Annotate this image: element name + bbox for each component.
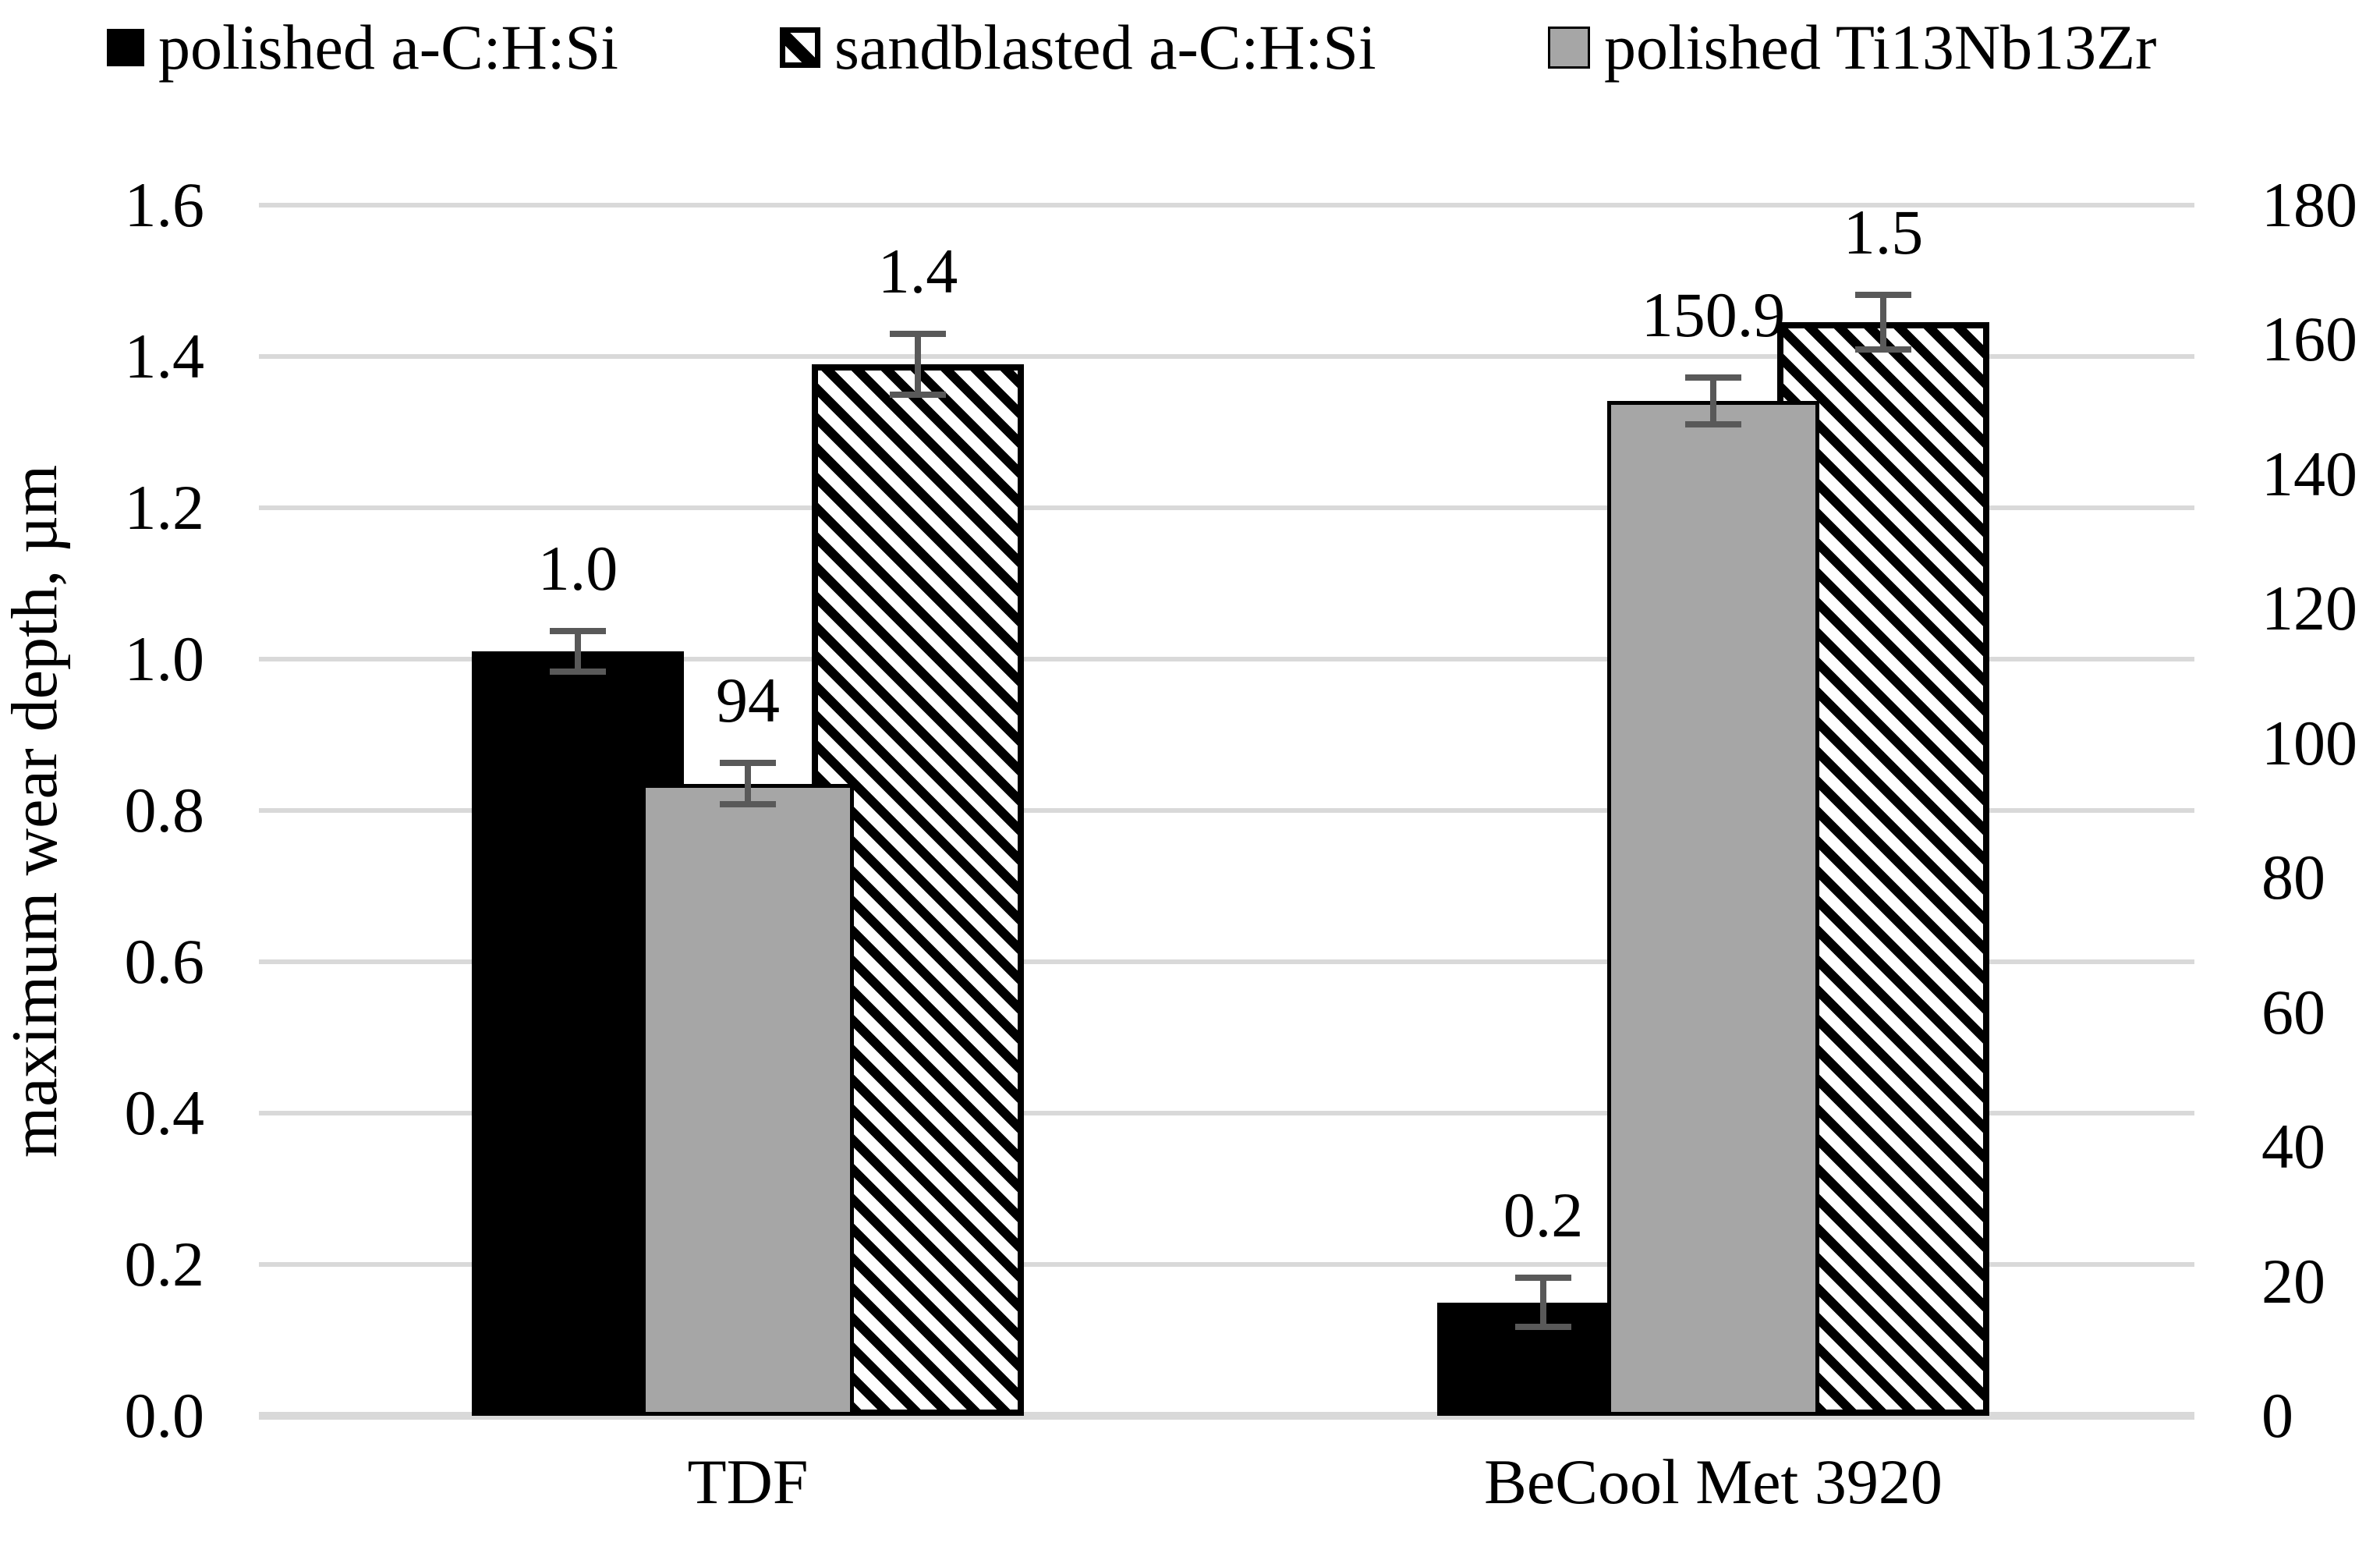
gridline — [259, 1262, 2194, 1267]
error-bar-cap-top — [550, 628, 606, 635]
bar-data-label: 1.5 — [1843, 197, 1924, 268]
right-axis-tick-label: 180 — [2261, 169, 2357, 240]
right-axis-tick-label: 140 — [2261, 438, 2357, 509]
gridline — [259, 203, 2194, 207]
right-axis-tick-label: 160 — [2261, 303, 2357, 375]
legend-item-sandblasted-achsi: sandblasted a-C:H:Si — [780, 12, 1376, 83]
error-bar-line — [745, 762, 751, 805]
legend-swatch-hatched-icon — [780, 27, 820, 68]
legend-item-polished-ti13nb13zr: polished Ti13Nb13Zr — [1548, 12, 2157, 83]
right-axis-tick-label: 60 — [2261, 976, 2325, 1048]
gridline — [259, 959, 2194, 964]
x-axis-line — [259, 1412, 2194, 1420]
bar-data-label: 1.4 — [877, 235, 958, 307]
legend-item-polished-achsi: polished a-C:H:Si — [107, 12, 618, 83]
gridline — [259, 657, 2194, 661]
left-axis-tick-label: 0.6 — [124, 926, 205, 997]
legend-label: polished Ti13Nb13Zr — [1604, 12, 2157, 83]
category-label-tdf: TDF — [687, 1446, 809, 1517]
error-bar-cap-bottom — [1855, 346, 1911, 353]
right-axis-tick-label: 120 — [2261, 573, 2357, 644]
gridline — [259, 1111, 2194, 1115]
error-bar-cap-top — [890, 330, 946, 337]
legend-swatch-gray-icon — [1548, 27, 1590, 69]
bar-gray-becool — [1607, 400, 1819, 1416]
bar-data-label: 150.9 — [1641, 278, 1786, 350]
error-bar-cap-top — [1685, 374, 1741, 381]
error-bar-cap-top — [1855, 292, 1911, 299]
error-bar-cap-bottom — [720, 801, 776, 808]
left-axis-tick-label: 1.6 — [124, 169, 205, 240]
right-axis-tick-label: 80 — [2261, 842, 2325, 913]
gridline — [259, 354, 2194, 359]
left-axis-tick-label: 0.4 — [124, 1077, 205, 1148]
error-bar-line — [915, 333, 921, 395]
legend-label: sandblasted a-C:H:Si — [834, 12, 1376, 83]
error-bar-cap-top — [720, 759, 776, 766]
left-axis-tick-label: 0.8 — [124, 775, 205, 846]
error-bar-cap-bottom — [550, 669, 606, 676]
error-bar-cap-bottom — [890, 391, 946, 398]
error-bar-line — [1710, 377, 1716, 425]
legend-swatch-black-icon — [107, 29, 144, 66]
error-bar-cap-bottom — [1515, 1323, 1571, 1330]
error-bar-line — [1540, 1278, 1546, 1327]
left-axis-tick-label: 1.0 — [124, 623, 205, 694]
gridline — [259, 505, 2194, 510]
bar-data-label: 0.2 — [1503, 1179, 1584, 1251]
left-axis-tick-label: 0.2 — [124, 1229, 205, 1300]
legend-label: polished a-C:H:Si — [158, 12, 618, 83]
gridline — [259, 808, 2194, 813]
left-axis-tick-label: 1.4 — [124, 321, 205, 392]
right-axis-tick-label: 20 — [2261, 1245, 2325, 1317]
right-axis-tick-label: 40 — [2261, 1111, 2325, 1183]
right-axis-tick-label: 0 — [2261, 1380, 2293, 1451]
bar-data-label: 1.0 — [537, 533, 618, 605]
right-axis-tick-label: 100 — [2261, 707, 2357, 778]
error-bar-cap-top — [1515, 1275, 1571, 1282]
left-axis-tick-label: 1.2 — [124, 472, 205, 543]
bar-gray-tdf — [642, 783, 854, 1416]
error-bar-line — [575, 631, 581, 672]
left-axis-tick-label: 0.0 — [124, 1380, 205, 1451]
error-bar-cap-bottom — [1685, 421, 1741, 428]
category-label-becool: BeCool Met 3920 — [1484, 1446, 1943, 1517]
bar-data-label: 94 — [716, 664, 780, 736]
error-bar-line — [1880, 295, 1886, 350]
